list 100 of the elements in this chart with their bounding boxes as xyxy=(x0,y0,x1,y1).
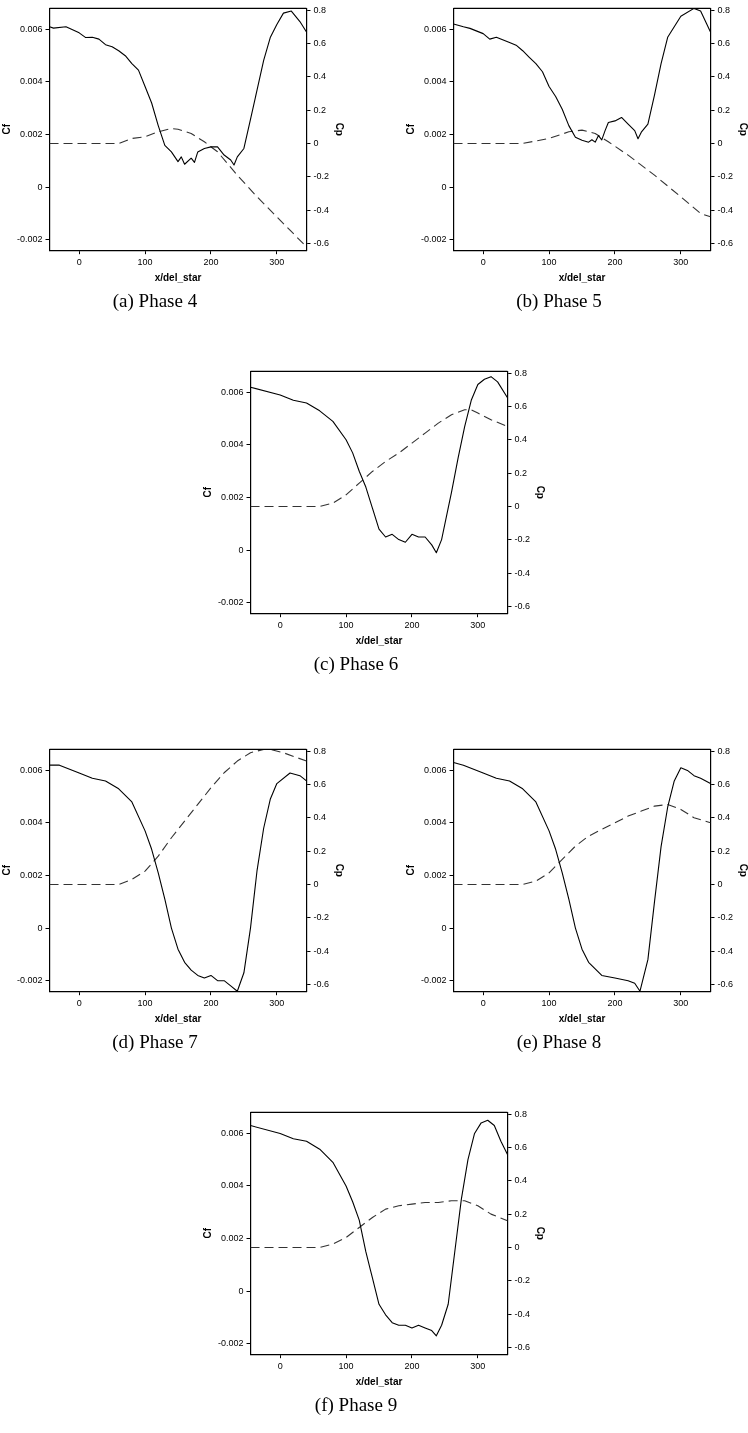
text: (c) Phase 6 xyxy=(312,653,400,675)
y2-tick-label: -0.6 xyxy=(514,601,531,612)
y-axis-title: Cf xyxy=(404,123,416,135)
y2-tick-label: 0 xyxy=(313,878,319,889)
y-axis-title: Cf xyxy=(201,486,213,498)
y2-tick-label: -0.4 xyxy=(717,945,734,956)
y-tick-label: 0 xyxy=(37,181,43,192)
y-tick-label: 0.002 xyxy=(423,129,447,140)
x-tick-label: 200 xyxy=(404,1361,420,1372)
y2-tick-label: 0 xyxy=(717,878,723,889)
x-tick-label: 300 xyxy=(673,998,689,1009)
x-tick-label: 100 xyxy=(137,998,153,1009)
y-tick-label: -0.002 xyxy=(217,597,244,608)
y2-tick-label: -0.2 xyxy=(514,1275,531,1286)
y2-tick-label: 0.6 xyxy=(514,400,528,411)
y2-tick-label: 0.6 xyxy=(717,778,731,789)
x-axis-title: x/del_star xyxy=(558,1012,606,1024)
y-tick-label: 0.006 xyxy=(220,1127,244,1138)
y2-tick-label: 0.4 xyxy=(717,71,731,82)
x-tick-label: 0 xyxy=(76,998,82,1009)
y-tick-label: 0 xyxy=(238,544,244,555)
y-tick-label: 0.006 xyxy=(423,764,447,775)
y2-tick-label: 0.8 xyxy=(313,4,327,15)
y-axis-title: Cf xyxy=(201,1227,213,1239)
y2-tick-label: -0.6 xyxy=(717,979,734,990)
y-tick-label: 0.002 xyxy=(220,492,244,503)
y2-tick-label: 0.2 xyxy=(313,104,327,115)
y-tick-label: 0.006 xyxy=(19,23,43,34)
y-tick-label: 0.004 xyxy=(220,1180,244,1191)
y2-tick-label: 0.4 xyxy=(514,1175,528,1186)
text: (d) Phase 7 xyxy=(111,1031,199,1053)
y-axis-title: Cf xyxy=(0,123,12,135)
y2-tick-label: -0.4 xyxy=(514,1308,531,1319)
y2-axis-title: Cp xyxy=(334,122,346,136)
y2-tick-label: 0.2 xyxy=(717,845,731,856)
text: (b) Phase 5 xyxy=(515,290,603,312)
y2-tick-label: 0 xyxy=(717,137,723,148)
y-tick-label: 0 xyxy=(441,181,447,192)
y-tick-label: 0 xyxy=(238,1285,244,1296)
y-tick-label: 0 xyxy=(37,922,43,933)
y-tick-label: 0.006 xyxy=(19,764,43,775)
x-tick-label: 100 xyxy=(137,257,153,268)
y2-tick-label: 0.4 xyxy=(313,71,327,82)
y2-tick-label: 0.2 xyxy=(514,467,528,478)
x-tick-label: 100 xyxy=(541,998,557,1009)
y2-tick-label: -0.4 xyxy=(717,204,734,215)
y-tick-label: 0.002 xyxy=(423,870,447,881)
line-series xyxy=(453,803,711,886)
y-tick-label: 0.002 xyxy=(220,1233,244,1244)
line-series xyxy=(453,129,711,218)
y-tick-label: -0.002 xyxy=(420,975,447,986)
y2-axis-title: Cp xyxy=(535,485,547,499)
y2-tick-label: 0.8 xyxy=(514,1108,528,1119)
y2-tick-label: 0.6 xyxy=(717,37,731,48)
y-tick-label: -0.002 xyxy=(217,1338,244,1349)
x-tick-label: 300 xyxy=(673,257,689,268)
y-tick-label: 0.004 xyxy=(19,817,43,828)
x-tick-label: 200 xyxy=(607,998,623,1009)
y2-tick-label: -0.4 xyxy=(313,204,330,215)
x-tick-label: 0 xyxy=(480,998,486,1009)
y2-tick-label: -0.6 xyxy=(313,238,330,249)
x-tick-label: 0 xyxy=(277,1361,283,1372)
x-tick-label: 200 xyxy=(607,257,623,268)
y-tick-label: 0.004 xyxy=(423,817,447,828)
x-axis-title: x/del_star xyxy=(558,271,606,283)
y2-tick-label: -0.4 xyxy=(313,945,330,956)
y2-tick-label: -0.2 xyxy=(717,912,734,923)
y2-tick-label: -0.6 xyxy=(313,979,330,990)
y2-tick-label: -0.2 xyxy=(514,534,531,545)
y2-axis-title: Cp xyxy=(738,863,748,877)
x-tick-label: 300 xyxy=(269,257,285,268)
y2-tick-label: -0.2 xyxy=(717,171,734,182)
y2-tick-label: 0.6 xyxy=(313,778,327,789)
text: (e) Phase 8 xyxy=(515,1031,603,1053)
y-axis-title: Cf xyxy=(404,864,416,876)
x-tick-label: 100 xyxy=(541,257,557,268)
x-axis-title: x/del_star xyxy=(355,1375,403,1387)
y2-tick-label: 0.2 xyxy=(717,104,731,115)
y-tick-label: 0.006 xyxy=(423,23,447,34)
x-tick-label: 200 xyxy=(404,620,420,631)
x-tick-label: 0 xyxy=(76,257,82,268)
y2-tick-label: 0.6 xyxy=(313,37,327,48)
y2-tick-label: 0.8 xyxy=(514,367,528,378)
y-tick-label: 0.004 xyxy=(423,76,447,87)
y2-tick-label: 0.6 xyxy=(514,1141,528,1152)
line-series xyxy=(250,1200,508,1249)
y-tick-label: 0.002 xyxy=(19,129,43,140)
text: (f) Phase 9 xyxy=(313,1394,399,1416)
y2-axis-title: Cp xyxy=(334,863,346,877)
x-tick-label: 300 xyxy=(269,998,285,1009)
y2-tick-label: 0.8 xyxy=(717,4,731,15)
y-axis-title: Cf xyxy=(0,864,12,876)
y2-tick-label: -0.4 xyxy=(514,567,531,578)
y2-axis-title: Cp xyxy=(738,122,748,136)
x-tick-label: 100 xyxy=(338,1361,354,1372)
x-tick-label: 300 xyxy=(470,620,486,631)
y-tick-label: 0.004 xyxy=(19,76,43,87)
y2-tick-label: -0.2 xyxy=(313,912,330,923)
y2-tick-label: 0.8 xyxy=(313,745,327,756)
y-tick-label: -0.002 xyxy=(420,234,447,245)
